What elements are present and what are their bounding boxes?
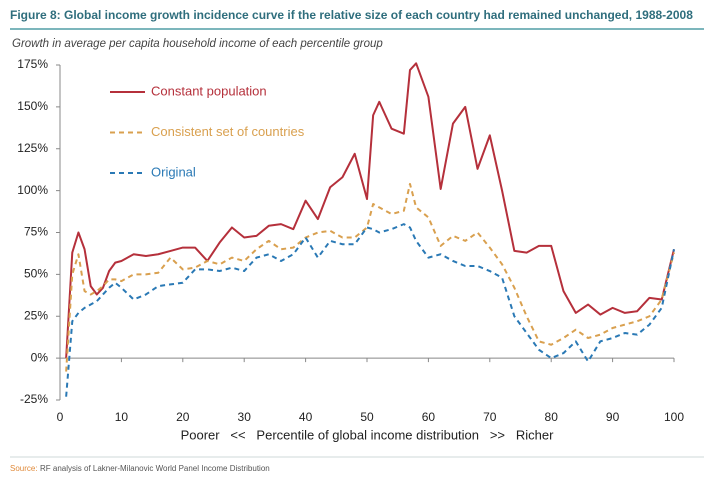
- series-line: [65, 223, 675, 397]
- x-tick-label: 40: [299, 410, 313, 424]
- y-tick-label: 75%: [24, 225, 48, 239]
- source: RF analysis of Lakner-Milanovic World Pa…: [40, 464, 270, 473]
- subtitle: Growth in average per capita household i…: [12, 38, 383, 50]
- x-tick-label: 100: [664, 410, 684, 424]
- y-tick-label: 150%: [17, 99, 48, 113]
- y-tick-label: 0%: [31, 350, 49, 364]
- legend-label: Consistent set of countries: [151, 124, 305, 139]
- series-line: [65, 62, 675, 359]
- y-tick-label: 25%: [24, 308, 48, 322]
- y-tick-label: 125%: [17, 141, 48, 155]
- x-tick-label: 70: [483, 410, 497, 424]
- legend-label: Constant population: [151, 83, 267, 98]
- x-tick-label: 90: [606, 410, 620, 424]
- x-tick-label: 20: [176, 410, 190, 424]
- x-tick-label: 30: [238, 410, 252, 424]
- x-tick-label: 60: [422, 410, 436, 424]
- source-label: Source:: [10, 464, 38, 473]
- chart-title: Figure 8: Global income growth incidence…: [10, 8, 693, 22]
- y-tick-label: 175%: [17, 57, 48, 71]
- y-tick-label: -25%: [20, 392, 48, 406]
- y-tick-label: 100%: [17, 183, 48, 197]
- series-line: [65, 182, 675, 372]
- x-tick-label: 10: [115, 410, 129, 424]
- x-axis-label: Poorer << Percentile of global income di…: [181, 427, 555, 442]
- y-tick-label: 50%: [24, 267, 48, 281]
- x-tick-label: 0: [57, 410, 64, 424]
- legend-label: Original: [151, 164, 196, 179]
- x-tick-label: 80: [545, 410, 559, 424]
- x-tick-label: 50: [360, 410, 374, 424]
